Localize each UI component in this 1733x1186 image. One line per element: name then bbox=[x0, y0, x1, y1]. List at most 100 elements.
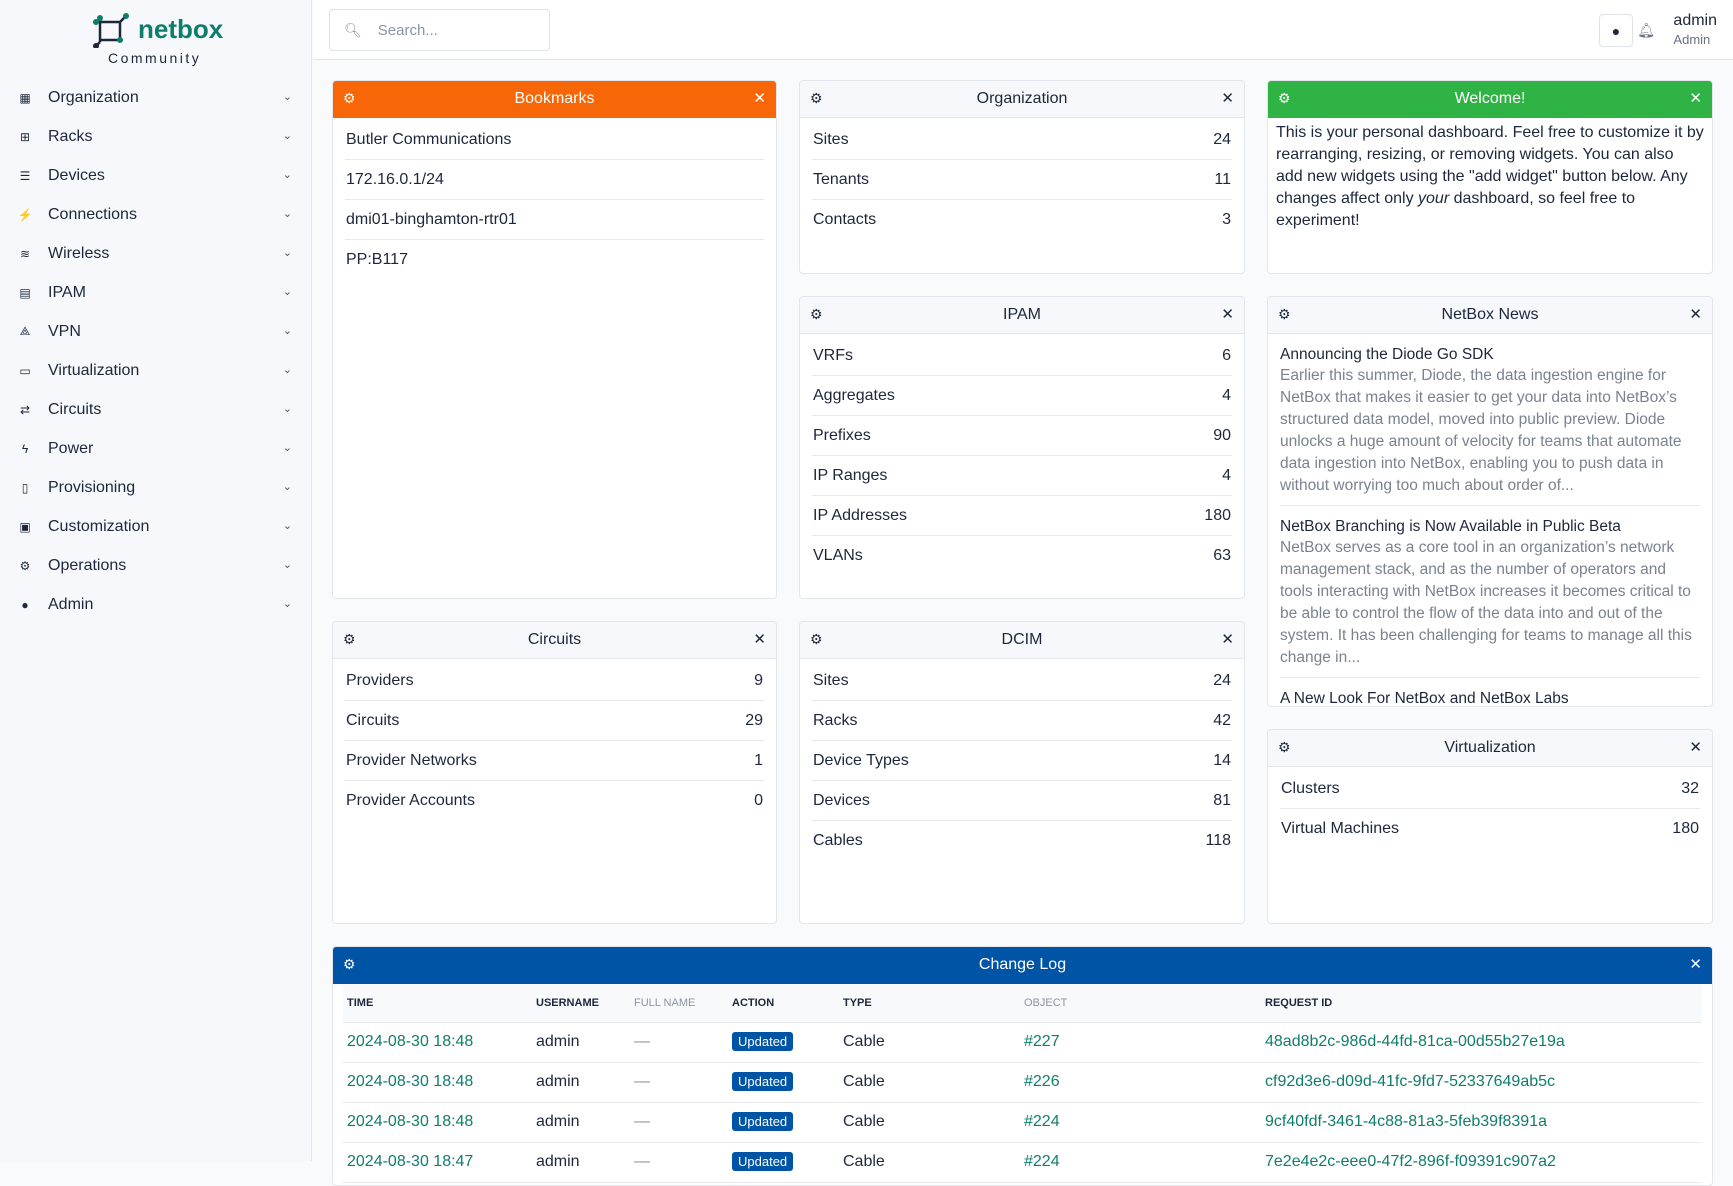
stat-label[interactable]: Aggregates bbox=[813, 386, 895, 404]
news-item[interactable]: NetBox Branching is Now Available in Pub… bbox=[1280, 512, 1700, 678]
close-icon[interactable]: ✕ bbox=[1689, 306, 1702, 323]
close-icon[interactable]: ✕ bbox=[1689, 90, 1702, 107]
gear-icon[interactable]: ⚙ bbox=[810, 90, 823, 106]
column-header-full-name[interactable]: FULL NAME bbox=[630, 984, 728, 1023]
object-link[interactable]: #227 bbox=[1024, 1033, 1060, 1050]
stat-label[interactable]: Clusters bbox=[1281, 779, 1340, 797]
request-id-link[interactable]: 7e2e4e2c-eee0-47f2-896f-f09391c907a2 bbox=[1265, 1153, 1556, 1170]
column-header-object[interactable]: OBJECT bbox=[1020, 984, 1261, 1023]
stat-row[interactable]: Device Types 14 bbox=[812, 741, 1232, 781]
object-link[interactable]: #224 bbox=[1024, 1113, 1060, 1130]
stat-label[interactable]: Tenants bbox=[813, 170, 870, 188]
stat-label[interactable]: Provider Networks bbox=[346, 751, 477, 769]
news-item[interactable]: A New Look For NetBox and NetBox Labs bbox=[1280, 684, 1700, 707]
stat-row[interactable]: Racks 42 bbox=[812, 701, 1232, 741]
time-link[interactable]: 2024-08-30 18:48 bbox=[347, 1113, 474, 1130]
stat-row[interactable]: Sites 24 bbox=[812, 661, 1232, 701]
gear-icon[interactable]: ⚙ bbox=[343, 631, 356, 647]
gear-icon[interactable]: ⚙ bbox=[1278, 306, 1291, 322]
stat-label[interactable]: Cables bbox=[813, 832, 863, 849]
sidebar-item-connections[interactable]: ⚡ Connections ⌄ bbox=[0, 195, 312, 234]
stat-row[interactable]: VRFs 6 bbox=[812, 336, 1232, 376]
stat-label[interactable]: Racks bbox=[813, 711, 858, 729]
column-header-action[interactable]: ACTION bbox=[728, 984, 839, 1023]
close-icon[interactable]: ✕ bbox=[1221, 90, 1234, 107]
stat-row[interactable]: Virtual Machines 180 bbox=[1280, 809, 1700, 849]
stat-row[interactable]: Aggregates 4 bbox=[812, 376, 1232, 416]
stat-label[interactable]: VRFs bbox=[813, 346, 853, 364]
stat-label[interactable]: Sites bbox=[813, 671, 849, 689]
request-id-link[interactable]: 9cf40fdf-3461-4c88-81a3-5feb39f8391a bbox=[1265, 1113, 1547, 1130]
stat-label[interactable]: Contacts bbox=[813, 211, 877, 228]
close-icon[interactable]: ✕ bbox=[753, 90, 766, 107]
news-title[interactable]: Announcing the Diode Go SDK bbox=[1280, 346, 1494, 363]
news-title[interactable]: A New Look For NetBox and NetBox Labs bbox=[1280, 690, 1569, 707]
stat-label[interactable]: Sites bbox=[813, 130, 849, 148]
news-title[interactable]: NetBox Branching is Now Available in Pub… bbox=[1280, 518, 1621, 535]
stat-row[interactable]: VLANs 63 bbox=[812, 536, 1232, 576]
stat-row[interactable]: Provider Accounts 0 bbox=[345, 781, 764, 821]
gear-icon[interactable]: ⚙ bbox=[343, 956, 356, 972]
sidebar-item-racks[interactable]: ⊞ Racks ⌄ bbox=[0, 117, 312, 156]
stat-row[interactable]: Contacts 3 bbox=[812, 200, 1232, 240]
time-link[interactable]: 2024-08-30 18:48 bbox=[347, 1033, 474, 1050]
sidebar-item-organization[interactable]: ▦ Organization ⌄ bbox=[0, 78, 312, 117]
netbox-logo[interactable]: netbox Community bbox=[92, 12, 232, 68]
stat-label[interactable]: Device Types bbox=[813, 751, 909, 769]
sidebar-item-admin[interactable]: ● Admin ⌄ bbox=[0, 585, 312, 624]
stat-row[interactable]: Prefixes 90 bbox=[812, 416, 1232, 456]
sidebar-item-circuits[interactable]: ⇄ Circuits ⌄ bbox=[0, 390, 312, 429]
time-link[interactable]: 2024-08-30 18:48 bbox=[347, 1073, 474, 1090]
stat-label[interactable]: Prefixes bbox=[813, 426, 871, 444]
column-header-request-id[interactable]: REQUEST ID bbox=[1261, 984, 1702, 1023]
stat-row[interactable]: Sites 24 bbox=[812, 120, 1232, 160]
stat-label[interactable]: Provider Accounts bbox=[346, 792, 475, 809]
request-id-link[interactable]: cf92d3e6-d09d-41fc-9fd7-52337649ab5c bbox=[1265, 1073, 1556, 1090]
stat-row[interactable]: Cables 118 bbox=[812, 821, 1232, 861]
stat-label[interactable]: Providers bbox=[346, 671, 414, 689]
sidebar-item-customization[interactable]: ▣ Customization ⌄ bbox=[0, 507, 312, 546]
stat-row[interactable]: Clusters 32 bbox=[1280, 769, 1700, 809]
close-icon[interactable]: ✕ bbox=[1689, 956, 1702, 973]
news-item[interactable]: Announcing the Diode Go SDK Earlier this … bbox=[1280, 340, 1700, 506]
column-header-username[interactable]: USERNAME bbox=[532, 984, 630, 1023]
bookmark-item[interactable]: dmi01-binghamton-rtr01 bbox=[345, 200, 764, 240]
stat-row[interactable]: Provider Networks 1 bbox=[345, 741, 764, 781]
bookmark-label[interactable]: dmi01-binghamton-rtr01 bbox=[346, 210, 517, 228]
sidebar-item-power[interactable]: ϟ Power ⌄ bbox=[0, 429, 312, 468]
stat-row[interactable]: Circuits 29 bbox=[345, 701, 764, 741]
sidebar-item-wireless[interactable]: ≋ Wireless ⌄ bbox=[0, 234, 312, 273]
stat-label[interactable]: IP Ranges bbox=[813, 466, 888, 484]
sidebar-item-virtualization[interactable]: ▭ Virtualization ⌄ bbox=[0, 351, 312, 390]
stat-label[interactable]: Virtual Machines bbox=[1281, 820, 1399, 837]
sidebar-item-operations[interactable]: ⚙ Operations ⌄ bbox=[0, 546, 312, 585]
user-menu[interactable]: admin Admin bbox=[1673, 12, 1717, 47]
close-icon[interactable]: ✕ bbox=[1689, 739, 1702, 756]
stat-row[interactable]: Devices 81 bbox=[812, 781, 1232, 821]
gear-icon[interactable]: ⚙ bbox=[810, 631, 823, 647]
close-icon[interactable]: ✕ bbox=[1221, 631, 1234, 648]
sidebar-item-vpn[interactable]: ⟁ VPN ⌄ bbox=[0, 312, 312, 351]
close-icon[interactable]: ✕ bbox=[753, 631, 766, 648]
notifications-bell-icon[interactable]: 🔔︎ bbox=[1637, 22, 1655, 38]
column-header-type[interactable]: TYPE bbox=[839, 984, 1020, 1023]
close-icon[interactable]: ✕ bbox=[1221, 306, 1234, 323]
stat-row[interactable]: Providers 9 bbox=[345, 661, 764, 701]
request-id-link[interactable]: 48ad8b2c-986d-44fd-81ca-00d55b27e19a bbox=[1265, 1033, 1565, 1050]
gear-icon[interactable]: ⚙ bbox=[1278, 739, 1291, 755]
column-header-time[interactable]: TIME bbox=[343, 984, 532, 1023]
time-link[interactable]: 2024-08-30 18:47 bbox=[347, 1153, 474, 1170]
stat-label[interactable]: Devices bbox=[813, 791, 870, 809]
stat-row[interactable]: Tenants 11 bbox=[812, 160, 1232, 200]
bookmark-item[interactable]: 172.16.0.1/24 bbox=[345, 160, 764, 200]
stat-label[interactable]: VLANs bbox=[813, 547, 863, 564]
stat-row[interactable]: IP Addresses 180 bbox=[812, 496, 1232, 536]
bookmark-label[interactable]: 172.16.0.1/24 bbox=[346, 170, 444, 188]
object-link[interactable]: #224 bbox=[1024, 1153, 1060, 1170]
sidebar-item-provisioning[interactable]: ▯ Provisioning ⌄ bbox=[0, 468, 312, 507]
gear-icon[interactable]: ⚙ bbox=[810, 306, 823, 322]
sidebar-item-devices[interactable]: ☰ Devices ⌄ bbox=[0, 156, 312, 195]
gear-icon[interactable]: ⚙ bbox=[343, 90, 356, 106]
bookmark-label[interactable]: Butler Communications bbox=[346, 130, 512, 148]
bookmark-item[interactable]: Butler Communications bbox=[345, 120, 764, 160]
